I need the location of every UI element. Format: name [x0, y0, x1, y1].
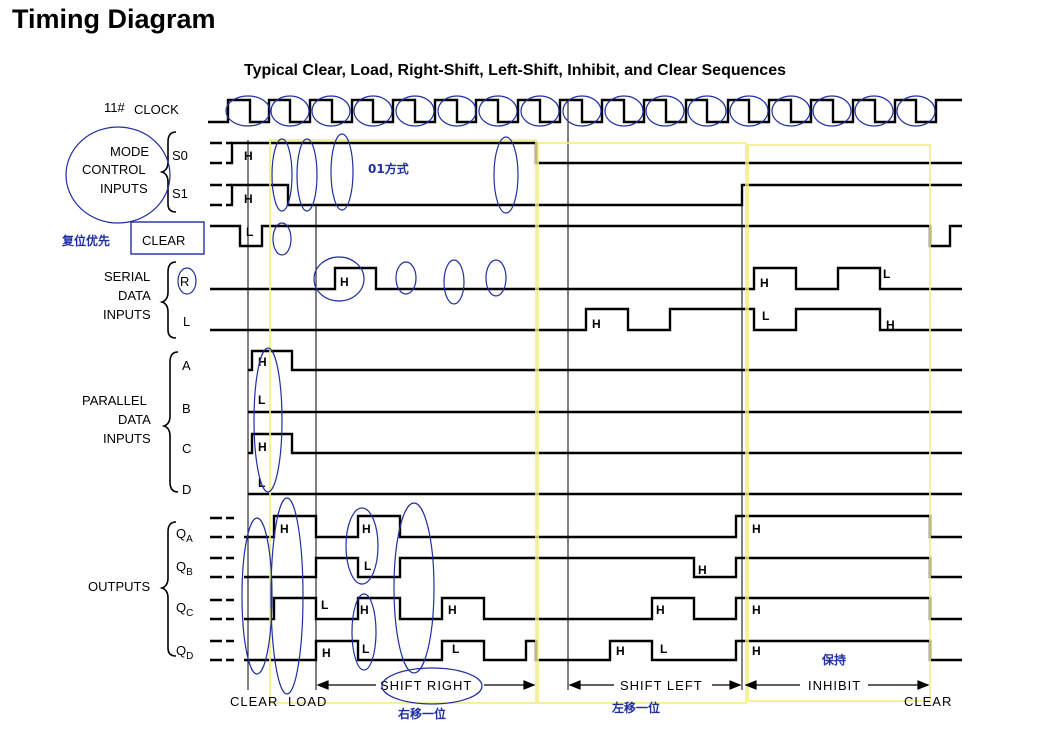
qc-level-h1: H	[360, 603, 369, 617]
a-wave	[248, 349, 962, 372]
seq-inhibit: INHIBIT	[808, 678, 861, 693]
b-label: B	[182, 401, 191, 416]
qa-wave	[244, 514, 962, 539]
a-level: H	[258, 355, 267, 369]
s0-label: S0	[172, 148, 188, 163]
seq-shift-right: SHIFT RIGHT	[380, 678, 472, 693]
s1-label: S1	[172, 186, 188, 201]
inhibit-arrow	[744, 680, 930, 690]
clock-label: CLOCK	[134, 102, 179, 117]
mode-label-2: CONTROL	[82, 162, 146, 177]
qc-level-h2: H	[448, 603, 457, 617]
rin-h1: H	[760, 276, 769, 290]
clear-wave	[210, 224, 962, 248]
s0-wave	[210, 141, 962, 165]
mode-label-1: MODE	[110, 144, 149, 159]
l-wave	[210, 307, 962, 332]
qa-level-1: H	[280, 522, 289, 536]
qb-wave	[244, 556, 962, 579]
highlight-boxes	[269, 139, 931, 704]
mode-label-3: INPUTS	[100, 181, 148, 196]
r-wave	[210, 266, 962, 291]
qa-level-2: H	[362, 522, 371, 536]
qc-wave	[244, 596, 962, 621]
clear-label: CLEAR	[142, 233, 185, 248]
parallel-label-1: PARALLEL	[82, 393, 147, 408]
s1-wave	[210, 183, 962, 207]
rin-l: L	[883, 267, 890, 281]
annotation-shift-left: 左移一位	[611, 700, 660, 715]
c-level: H	[258, 440, 267, 454]
clear-label-box	[130, 221, 205, 255]
clock-pin-label: 11#	[104, 100, 125, 115]
shift-left-arrow	[568, 680, 742, 690]
r-level: H	[340, 275, 349, 289]
c-label: C	[182, 441, 191, 456]
qd-level-l3: L	[660, 642, 667, 656]
lin-h: H	[886, 318, 895, 332]
annotation-hold: 保持	[821, 652, 846, 667]
clock-wave	[208, 98, 962, 124]
annotation-clear-priority: 复位优先	[61, 233, 110, 248]
qa-label: QA	[176, 526, 193, 545]
a-label: A	[182, 358, 191, 373]
qb-level-l: L	[364, 559, 371, 573]
qc-level-h4: H	[752, 603, 761, 617]
qd-level-l1: L	[362, 642, 369, 656]
seq-shift-left: SHIFT LEFT	[620, 678, 703, 693]
diagram-subtitle: Typical Clear, Load, Right-Shift, Left-S…	[244, 62, 786, 79]
seq-clear1: CLEAR	[230, 694, 278, 709]
annotation-mode-01: 01方式	[368, 161, 409, 176]
r-label: R	[180, 274, 189, 289]
annotation-ellipses	[65, 95, 936, 705]
qd-level-h1: H	[322, 646, 331, 660]
l-label: L	[183, 314, 190, 329]
parallel-brace	[161, 351, 179, 493]
sequence-boundaries	[247, 100, 931, 690]
b-level: L	[258, 393, 265, 407]
parallel-label-2: DATA	[118, 412, 151, 427]
serial-label-2: DATA	[118, 288, 151, 303]
outputs-brace	[159, 521, 177, 657]
qd-wave	[244, 639, 962, 662]
c-wave	[248, 432, 962, 455]
serial-label-3: INPUTS	[103, 307, 151, 322]
parallel-label-3: INPUTS	[103, 431, 151, 446]
l-level: H	[592, 317, 601, 331]
qc-label: QC	[176, 600, 193, 619]
qc-level-h3: H	[656, 603, 665, 617]
d-label: D	[182, 482, 191, 497]
serial-label-1: SERIAL	[104, 269, 150, 284]
qb-level-h: H	[698, 563, 707, 577]
clear-level: L	[246, 225, 253, 239]
shift-right-arrow	[316, 680, 536, 690]
page-title: Timing Diagram	[12, 4, 216, 34]
qa-level-3: H	[752, 522, 761, 536]
qd-level-l2: L	[452, 642, 459, 656]
lin-l: L	[762, 309, 769, 323]
seq-load: LOAD	[288, 694, 327, 709]
qd-level-h2: H	[616, 644, 625, 658]
qd-level-h3: H	[752, 644, 761, 658]
qd-label: QD	[176, 643, 193, 662]
qc-level-l: L	[321, 598, 328, 612]
annotation-shift-right: 右移一位	[397, 706, 446, 721]
seq-clear2: CLEAR	[904, 694, 952, 709]
serial-brace	[159, 261, 177, 339]
mode-brace	[159, 131, 177, 213]
outputs-label: OUTPUTS	[88, 579, 150, 594]
qb-label: QB	[176, 559, 193, 578]
